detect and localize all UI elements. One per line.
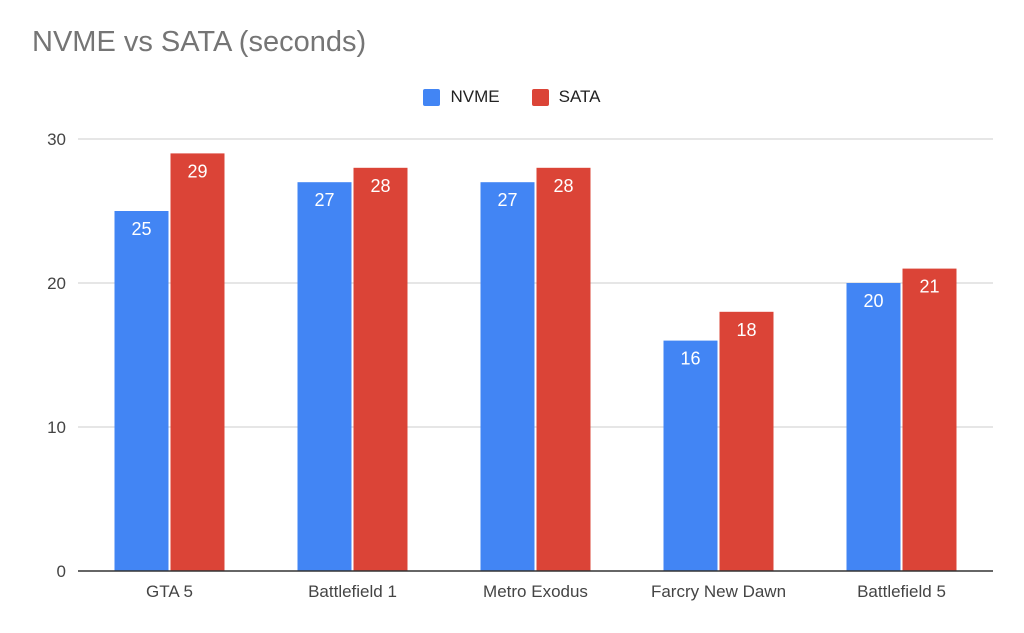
bar-sata	[353, 167, 408, 572]
grid-layer	[78, 138, 993, 428]
bar-sata	[536, 167, 591, 572]
y-tick-label: 10	[47, 418, 66, 437]
x-tick-label: GTA 5	[146, 582, 193, 601]
y-tick-label: 0	[57, 562, 66, 581]
legend-item-sata: SATA	[531, 87, 601, 107]
bar-nvme	[846, 283, 901, 571]
bar-value-label: 18	[736, 320, 756, 340]
y-tick-label: 30	[47, 130, 66, 149]
bar-sata	[902, 268, 957, 571]
y-tick-label: 20	[47, 274, 66, 293]
bar-nvme	[480, 182, 535, 571]
chart-title: NVME vs SATA (seconds)	[32, 26, 367, 58]
bar-value-label: 27	[497, 190, 517, 210]
x-tick-label: Farcry New Dawn	[651, 582, 786, 601]
bar-value-label: 27	[314, 190, 334, 210]
legend-swatch-sata	[531, 88, 549, 106]
bar-value-label: 29	[187, 161, 207, 181]
bar-sata	[719, 311, 774, 571]
x-tick-label: Battlefield 5	[857, 582, 946, 601]
bar-value-label: 16	[680, 349, 700, 369]
bar-nvme	[114, 211, 169, 571]
x-tick-label: Metro Exodus	[483, 582, 588, 601]
legend-label-nvme: NVME	[450, 87, 500, 106]
bar-nvme	[297, 182, 352, 571]
legend-label-sata: SATA	[558, 87, 601, 106]
bar-value-label: 28	[553, 176, 573, 196]
bar-value-label: 20	[863, 291, 883, 311]
bar-sata	[170, 153, 225, 571]
x-tick-label: Battlefield 1	[308, 582, 397, 601]
bar-value-label: 25	[131, 219, 151, 239]
bar-layer	[114, 153, 957, 572]
chart-legend: NVME SATA	[0, 85, 1024, 109]
legend-swatch-nvme	[423, 88, 441, 106]
label-layer: 25 29 27 28 27 28 16 18 20 21	[131, 161, 939, 368]
axis-layer: 0 10 20 30 GTA 5 Battlefield 1 Metro Exodus Far…	[47, 130, 993, 601]
bar-nvme	[663, 340, 718, 571]
bar-value-label: 21	[919, 277, 939, 297]
legend-item-nvme: NVME	[423, 87, 500, 107]
bar-value-label: 28	[370, 176, 390, 196]
